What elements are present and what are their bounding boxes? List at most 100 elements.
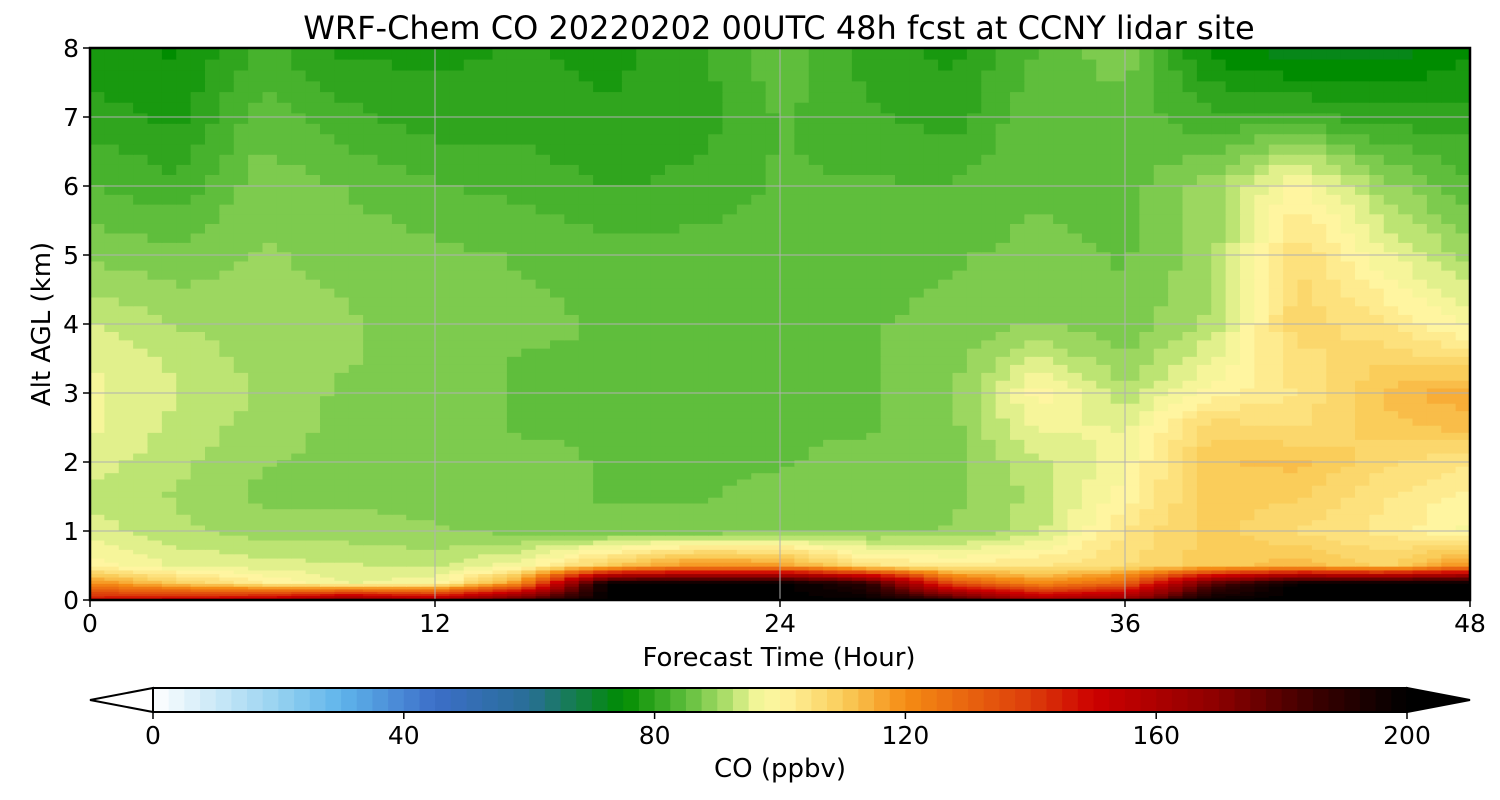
heatmap-cell [1369, 593, 1385, 597]
heatmap-cell [262, 586, 278, 590]
heatmap-cell [276, 387, 292, 397]
heatmap-cell [636, 439, 652, 447]
heatmap-cell [420, 549, 436, 555]
heatmap-cell [1053, 580, 1069, 584]
heatmap-cell [1096, 591, 1112, 595]
heatmap-cell [176, 557, 192, 563]
heatmap-cell [1024, 478, 1040, 486]
heatmap-cell [420, 576, 436, 581]
heatmap-cell [895, 576, 910, 581]
heatmap-cell [147, 519, 163, 526]
heatmap-cell [90, 446, 105, 454]
heatmap-cell [320, 356, 335, 365]
heatmap-cell [708, 573, 724, 578]
heatmap-cell [276, 569, 292, 575]
heatmap-cell [952, 466, 968, 474]
heatmap-cell [205, 586, 220, 590]
heatmap-cell [104, 314, 120, 324]
heatmap-cell [880, 539, 896, 546]
heatmap-cell [1010, 478, 1025, 486]
heatmap-cell [133, 549, 149, 555]
heatmap-cell [1412, 549, 1428, 555]
heatmap-cell [1196, 576, 1212, 581]
heatmap-cell [1053, 549, 1069, 555]
heatmap-cell [406, 446, 422, 454]
heatmap-cell [276, 339, 292, 349]
heatmap-cell [190, 535, 206, 541]
heatmap-cell [923, 425, 939, 433]
heatmap-cell [1369, 573, 1385, 578]
heatmap-cell [1168, 372, 1184, 381]
heatmap-cell [765, 395, 781, 404]
heatmap-cell [564, 566, 580, 571]
heatmap-cell [492, 497, 508, 504]
heatmap-cell [751, 595, 767, 598]
heatmap-cell [1426, 425, 1442, 433]
heatmap-cell [248, 348, 264, 357]
heatmap-cell [808, 597, 824, 600]
heatmap-cell [550, 595, 565, 598]
heatmap-cell [248, 553, 264, 559]
heatmap-cell [938, 485, 954, 492]
heatmap-cell [276, 348, 292, 357]
heatmap-cell [693, 478, 709, 486]
heatmap-cell [176, 597, 192, 600]
heatmap-cell [1355, 372, 1370, 381]
heatmap-cell [492, 432, 508, 440]
heatmap-cell [377, 478, 393, 486]
heatmap-cell [1182, 557, 1198, 563]
heatmap-cell [363, 597, 379, 600]
heatmap-cell [665, 339, 680, 349]
heatmap-cell [880, 395, 896, 404]
heatmap-cell [1182, 539, 1198, 546]
heatmap-cell [1053, 459, 1069, 467]
heatmap-cell [1326, 553, 1342, 559]
heatmap-cell [923, 452, 939, 461]
heatmap-cell [765, 417, 781, 426]
heatmap-cell [621, 549, 637, 555]
heatmap-cell [851, 339, 867, 349]
heatmap-cell [478, 573, 494, 578]
heatmap-cell [1398, 331, 1414, 341]
heatmap-cell [1125, 502, 1140, 510]
heatmap-cell [449, 580, 465, 584]
heatmap-cell [708, 387, 724, 397]
heatmap-cell [1455, 410, 1470, 419]
heatmap-cell [435, 566, 450, 571]
heatmap-cell [722, 387, 738, 397]
heatmap-cell [837, 562, 853, 567]
heatmap-cell [923, 478, 939, 486]
heatmap-cell [535, 593, 551, 597]
heatmap-cell [550, 497, 565, 504]
heatmap-cell [463, 452, 479, 461]
heatmap-cell [1182, 597, 1198, 600]
heatmap-cell [478, 530, 494, 536]
heatmap-cell [104, 322, 120, 332]
heatmap-cell [1225, 439, 1241, 447]
heatmap-cell [190, 586, 206, 590]
heatmap-cell [895, 491, 910, 498]
heatmap-cell [118, 544, 134, 550]
heatmap-cell [981, 472, 997, 480]
heatmap-cell [1340, 497, 1356, 504]
heatmap-cell [981, 586, 997, 590]
heatmap-cell [377, 502, 393, 510]
heatmap-cell [952, 485, 968, 492]
heatmap-cell [334, 331, 350, 341]
heatmap-cell [1398, 459, 1414, 467]
heatmap-cell [550, 530, 565, 536]
heatmap-cell [305, 591, 321, 595]
heatmap-cell [808, 580, 824, 584]
heatmap-cell [780, 425, 795, 433]
heatmap-cell [607, 491, 623, 498]
heatmap-cell [1139, 331, 1155, 341]
heatmap-cell [621, 356, 637, 365]
heatmap-cell [118, 439, 134, 447]
heatmap-cell [1326, 508, 1342, 515]
heatmap-cell [923, 593, 939, 597]
heatmap-cell [1412, 562, 1428, 567]
heatmap-cell [1110, 569, 1126, 575]
heatmap-cell [679, 549, 695, 555]
heatmap-cell [1326, 439, 1342, 447]
heatmap-cell [1053, 591, 1069, 595]
